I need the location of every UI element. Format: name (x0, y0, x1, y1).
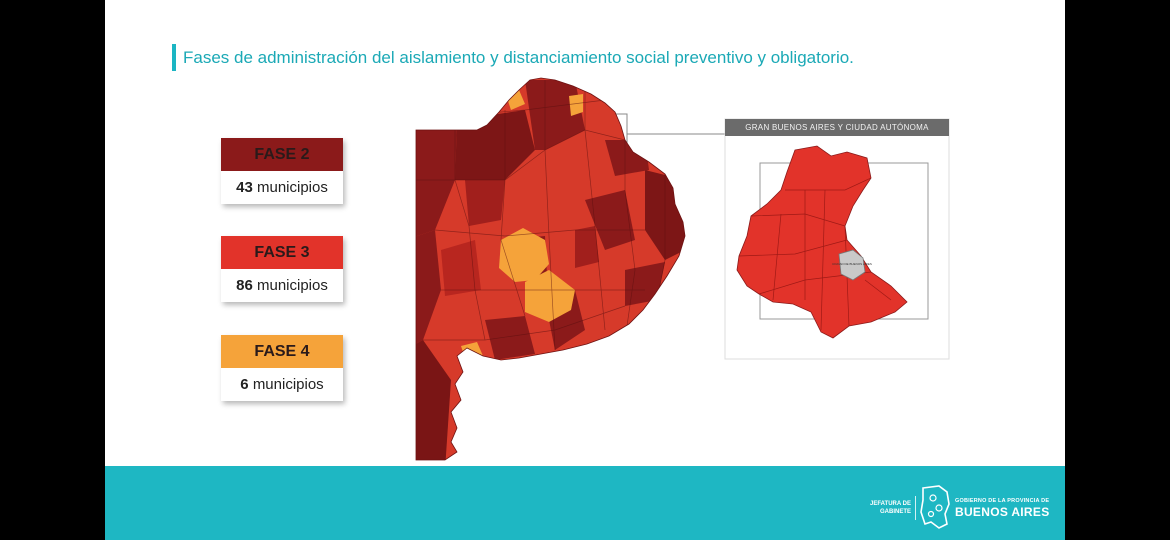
slide-title: Fases de administración del aislamiento … (183, 48, 854, 67)
buenos-aires-brand: BUENOS AIRES (955, 505, 1050, 519)
legend-fase-3-count: 86 municipios (221, 269, 343, 302)
maps-svg: CIUDAD DE BUENOS AIRES (415, 77, 950, 461)
legend-fase-2-unit: municipios (256, 179, 328, 196)
legend-fase-4-label: FASE 4 (221, 335, 343, 368)
gobierno-text: GOBIERNO DE LA PROVINCIA DE (955, 498, 1050, 504)
province-emblem-icon (920, 485, 950, 529)
legend-fase-4-number: 6 (240, 376, 249, 393)
legend-fase-2-count: 43 municipios (221, 171, 343, 204)
caba-area (838, 249, 866, 281)
legend-fase-3-unit: municipios (256, 277, 328, 294)
legend-fase-2-number: 43 (236, 179, 253, 196)
gba-outline (736, 145, 908, 339)
legend-fase-4-unit: municipios (252, 376, 324, 393)
legend-fase-2: FASE 2 43 municipios (221, 138, 343, 204)
legend-fase-2-label: FASE 2 (221, 138, 343, 171)
province-map (416, 78, 685, 460)
slide: Fases de administración del aislamiento … (105, 0, 1065, 540)
inset-title: GRAN BUENOS AIRES Y CIUDAD AUTÓNOMA (725, 119, 949, 136)
jefatura-logo-text: JEFATURA DE GABINETE (869, 501, 911, 515)
logo-divider (915, 496, 916, 520)
legend-fase-3: FASE 3 86 municipios (221, 236, 343, 302)
footer-bar: JEFATURA DE GABINETE GOBIERNO DE LA PROV… (105, 466, 1065, 540)
legend-fase-4-count: 6 municipios (221, 368, 343, 401)
caba-label: CIUDAD DE BUENOS AIRES (832, 262, 872, 266)
legend-fase-3-label: FASE 3 (221, 236, 343, 269)
province-outline (415, 77, 686, 461)
legend-fase-3-number: 86 (236, 277, 253, 294)
legend-fase-4: FASE 4 6 municipios (221, 335, 343, 401)
title-accent-bar (172, 44, 176, 71)
